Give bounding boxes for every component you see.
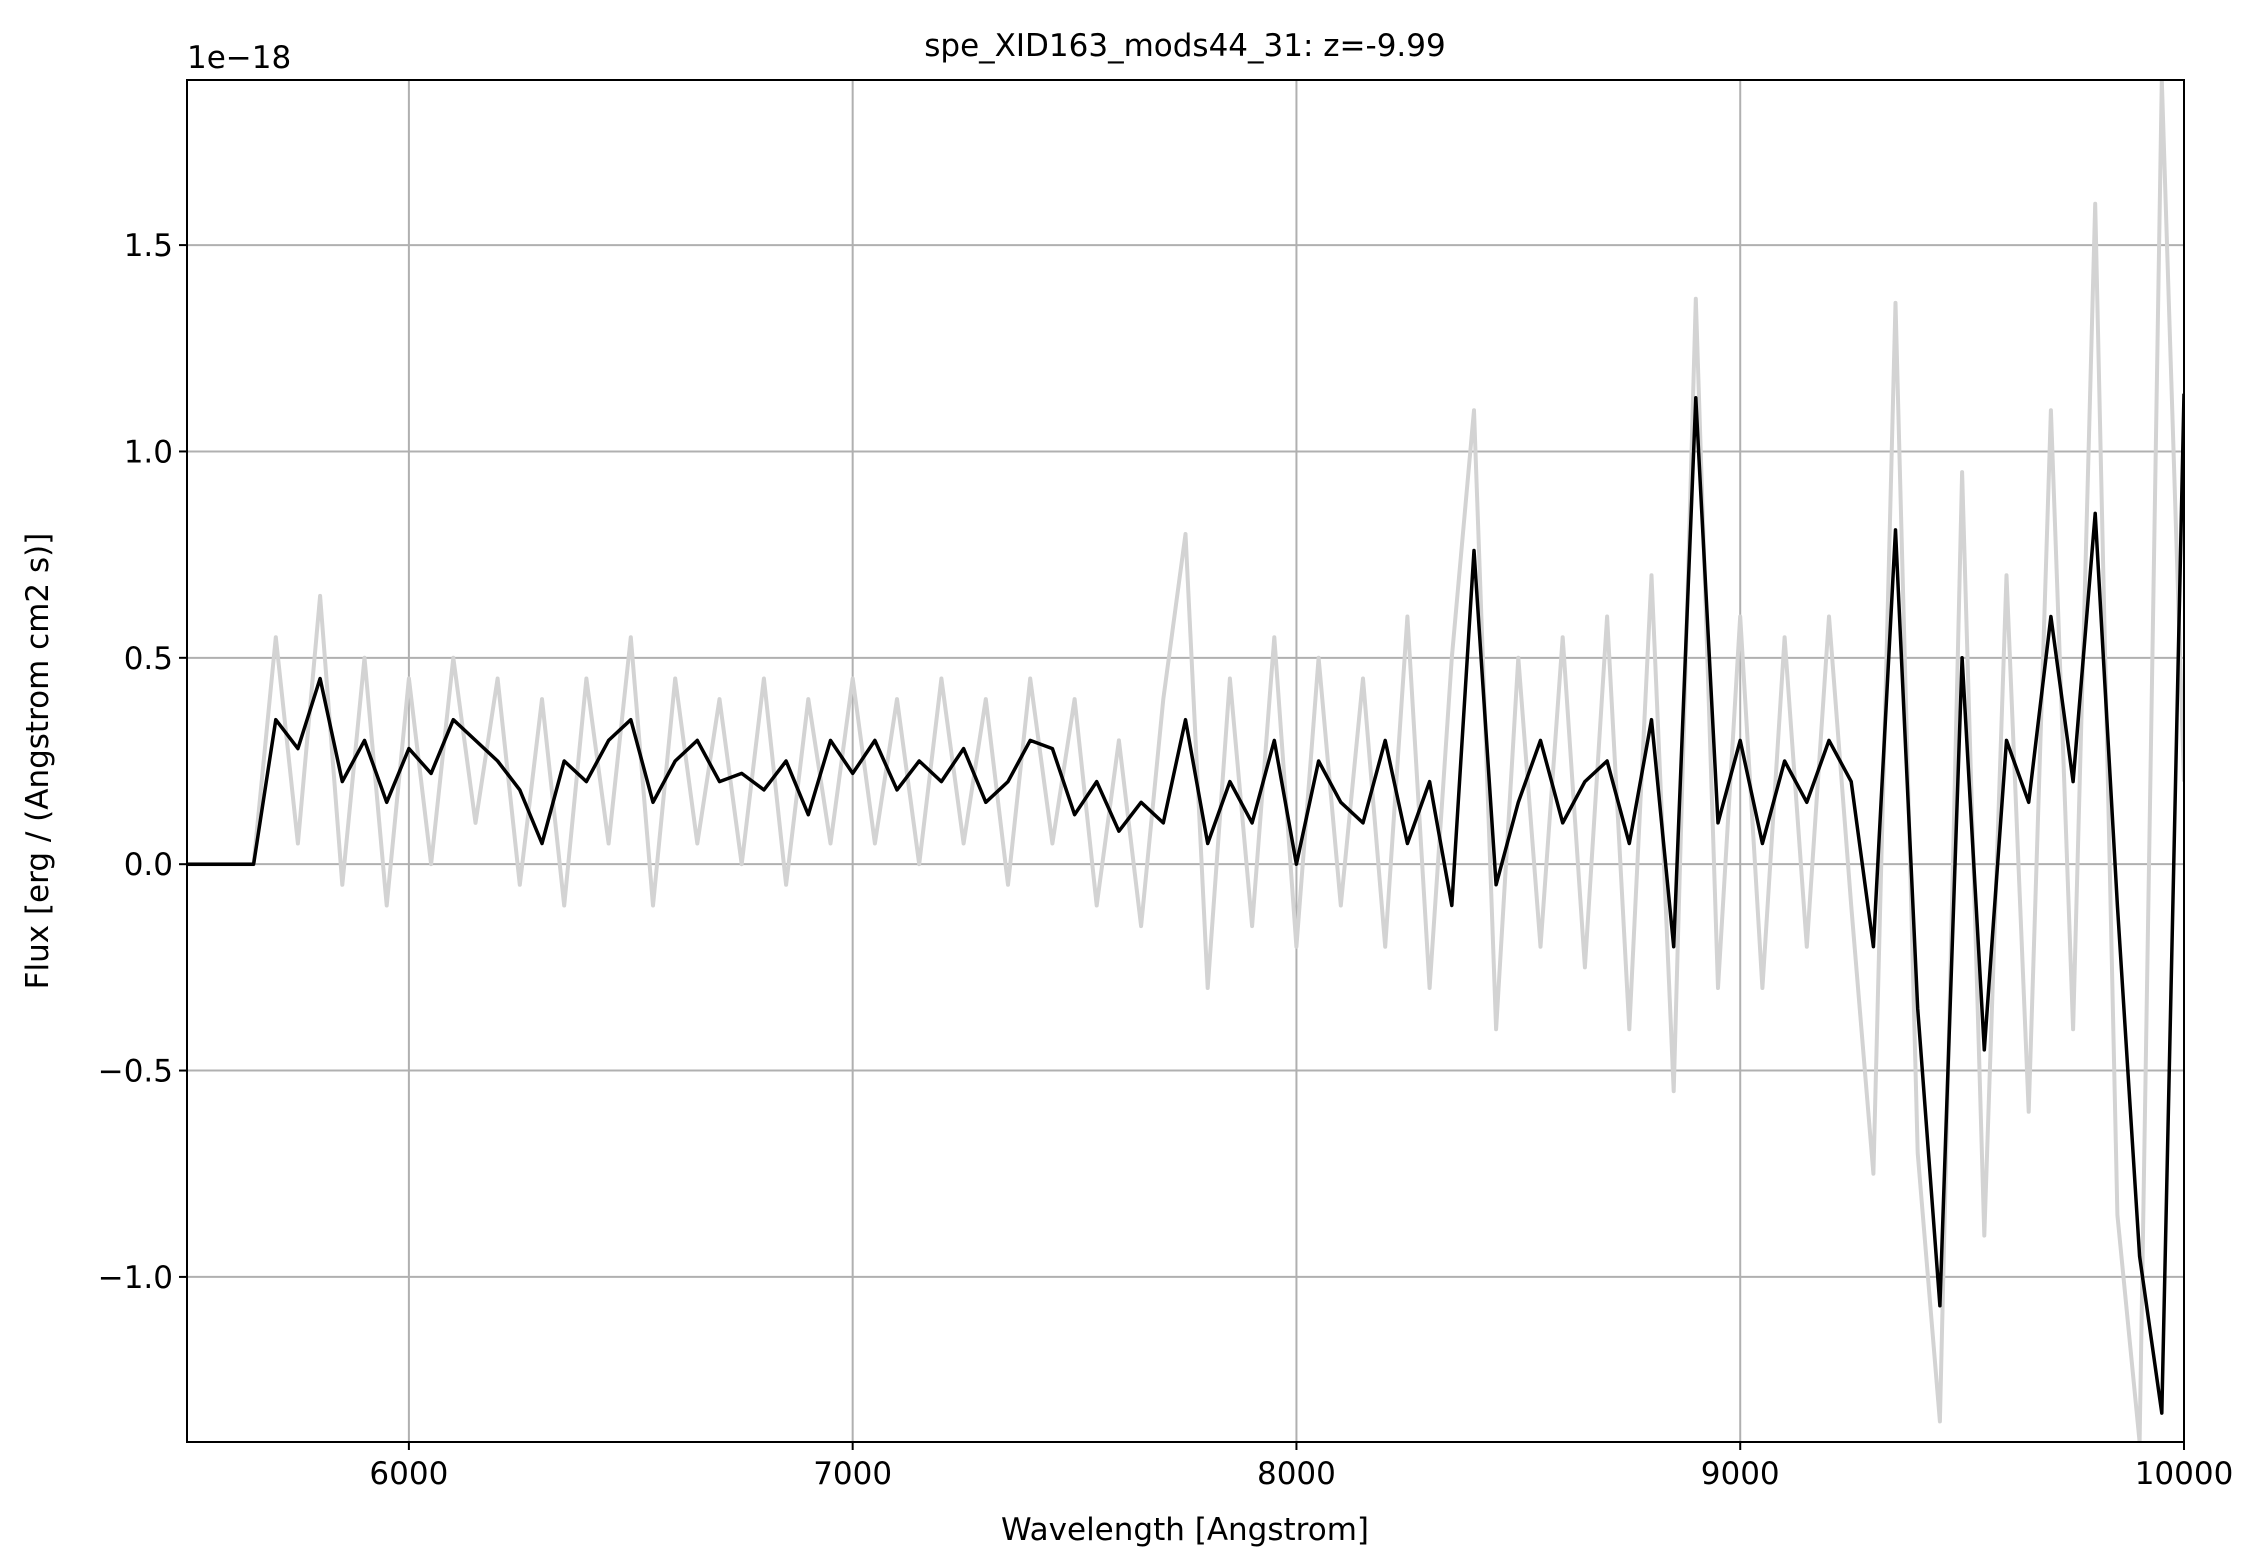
- plot-frame: [186, 79, 2185, 1443]
- spectrum-line: [187, 393, 2184, 1415]
- x-tick-label: 9000: [1701, 1456, 1780, 1492]
- x-axis-label: Wavelength [Angstrom]: [1001, 1512, 1369, 1548]
- y-tick-label: −1.0: [98, 1260, 173, 1296]
- x-tick-label: 6000: [369, 1456, 448, 1492]
- x-tick-label: 8000: [1257, 1456, 1336, 1492]
- y-tick-label: −0.5: [98, 1054, 173, 1090]
- y-tick-label: 1.0: [124, 434, 173, 470]
- x-tick-label: 7000: [813, 1456, 892, 1492]
- y-tick-label: 0.5: [124, 641, 173, 677]
- y-axis-label: Flux [erg / (Angstrom cm2 s)]: [20, 533, 56, 990]
- y-offset-label: 1e−18: [187, 40, 291, 76]
- chart-title: spe_XID163_mods44_31: z=-9.99: [924, 28, 1445, 64]
- x-tick-label: 10000: [2135, 1456, 2234, 1492]
- y-tick-label: 1.5: [124, 228, 173, 264]
- y-tick-label: 0.0: [124, 847, 173, 883]
- spectrum-line: [187, 80, 2184, 1442]
